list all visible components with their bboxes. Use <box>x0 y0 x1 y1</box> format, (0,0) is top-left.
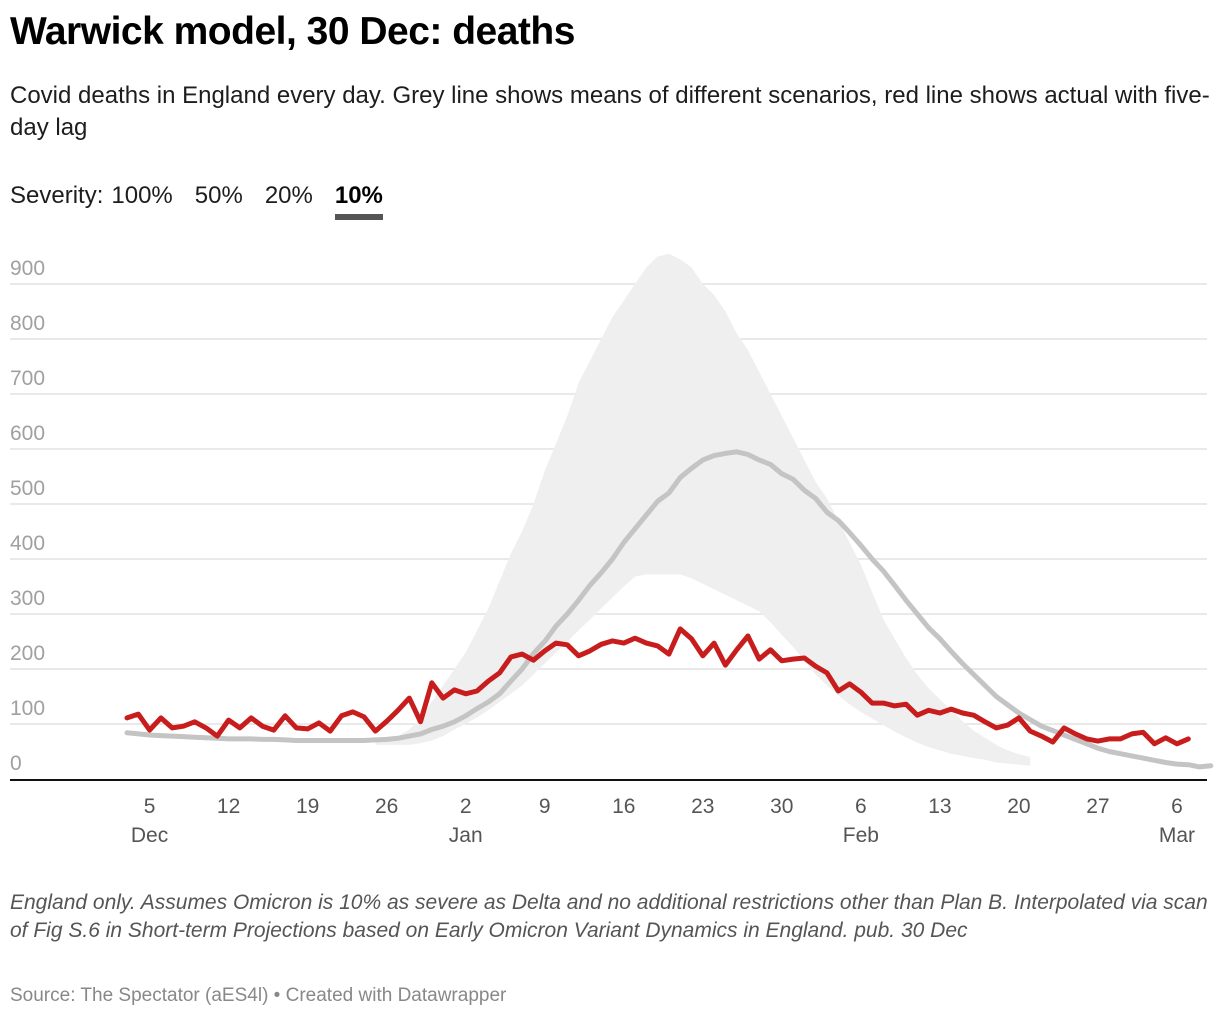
severity-label: Severity: <box>10 182 104 209</box>
y-tick-label: 900 <box>10 257 45 280</box>
x-tick-label: 30 <box>770 795 793 818</box>
y-tick-label: 700 <box>10 367 45 390</box>
x-tick-label: 2 <box>460 795 472 818</box>
y-tick-label: 500 <box>10 477 45 500</box>
x-axis-ticks: 5 Dec 12 19 26 2 Jan 9 16 23 30 6 Feb 13 20 27 6 Mar <box>131 795 1195 847</box>
severity-option-50[interactable]: 50% <box>194 182 243 209</box>
y-axis-ticks: 0 100 200 300 400 500 600 700 800 900 <box>10 257 45 775</box>
x-tick-label: 27 <box>1086 795 1109 818</box>
x-tick-label: 26 <box>375 795 398 818</box>
x-tick-label: 9 <box>539 795 551 818</box>
y-tick-label: 400 <box>10 532 45 555</box>
x-month-label: Dec <box>131 824 168 847</box>
chart-subtitle: Covid deaths in England every day. Grey … <box>10 82 1210 141</box>
x-tick-label: 5 <box>144 795 156 818</box>
source-separator: • <box>268 985 286 1006</box>
model-mean-line <box>124 449 1214 770</box>
y-tick-label: 300 <box>10 587 45 610</box>
chart-title: Warwick model, 30 Dec: deaths <box>10 10 575 53</box>
source-label: Source: The Spectator (aES4l) <box>10 985 269 1006</box>
severity-option-10[interactable]: 10% <box>334 182 383 220</box>
actual-deaths-line <box>124 626 1191 747</box>
y-tick-label: 800 <box>10 312 45 335</box>
y-tick-label: 0 <box>10 752 22 775</box>
x-tick-label: 6 <box>855 795 867 818</box>
x-month-label: Feb <box>843 824 879 847</box>
x-tick-label: 23 <box>691 795 714 818</box>
x-tick-label: 20 <box>1007 795 1030 818</box>
y-tick-label: 600 <box>10 422 45 445</box>
severity-option-100[interactable]: 100% <box>111 182 173 209</box>
x-month-label: Jan <box>449 824 483 847</box>
severity-option-20[interactable]: 20% <box>264 182 313 209</box>
chart-source: Source: The Spectator (aES4l) • Created … <box>10 985 506 1007</box>
x-month-label: Mar <box>1159 824 1195 847</box>
chart-notes: England only. Assumes Omicron is 10% as … <box>10 891 1208 942</box>
y-tick-label: 100 <box>10 697 45 720</box>
y-tick-label: 200 <box>10 642 45 665</box>
x-tick-label: 12 <box>217 795 240 818</box>
x-tick-label: 16 <box>612 795 635 818</box>
severity-selector: Severity: 100% 50% 20% 10% <box>10 182 405 220</box>
scenario-range-band <box>375 253 1031 766</box>
x-tick-label: 19 <box>296 795 319 818</box>
datawrapper-credit-link[interactable]: Created with Datawrapper <box>285 985 507 1006</box>
x-tick-label: 6 <box>1171 795 1183 818</box>
x-tick-label: 13 <box>928 795 951 818</box>
